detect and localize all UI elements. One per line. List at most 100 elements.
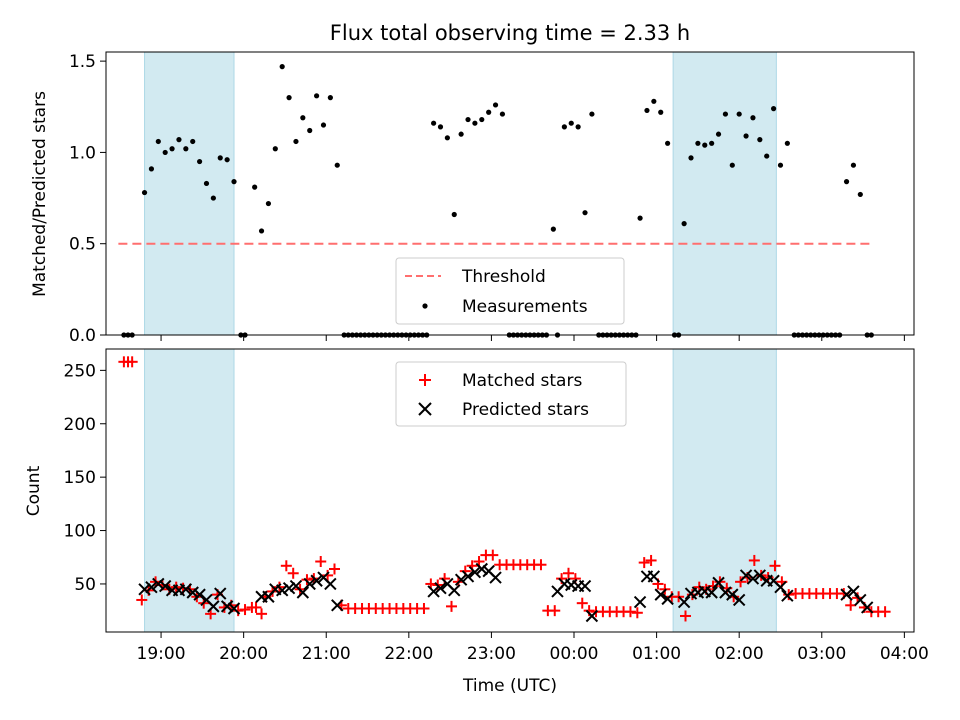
- top-axes-frame: [105, 51, 915, 336]
- measurement-point: [272, 146, 278, 152]
- legend-measurement-swatch: [422, 303, 428, 309]
- predicted-star-marker: [310, 574, 323, 587]
- top-x-ticks: [160, 335, 905, 341]
- marker-stroke: [774, 580, 787, 594]
- measurement-point: [148, 166, 155, 172]
- predicted-star-marker: [781, 589, 794, 602]
- measurement-point: [736, 111, 742, 117]
- marker-stroke: [461, 570, 475, 583]
- legend-measurements-label: Measurements: [462, 297, 588, 317]
- top-chart-title: Flux total observing time = 2.33 h: [330, 21, 690, 45]
- bottom-x-ticks: 19:00 20:00 21:00 22:00 23:00 00:00 01:00 02:00…: [137, 632, 929, 664]
- matched-star-marker: [315, 556, 327, 568]
- measurement-point: [486, 109, 492, 115]
- marker-stroke: [578, 579, 592, 593]
- y-tick-label: 250: [64, 361, 96, 381]
- marker-stroke: [468, 565, 482, 579]
- measurement-point: [729, 162, 735, 168]
- measurement-point: [479, 116, 485, 123]
- marker-stroke: [427, 585, 440, 598]
- marker-stroke: [441, 577, 454, 591]
- marker-stroke: [158, 579, 172, 593]
- measurement-point: [757, 137, 763, 143]
- predicted-star-marker: [324, 577, 337, 591]
- predicted-star-marker: [179, 583, 193, 596]
- measurement-point: [286, 95, 292, 101]
- matched-star-marker: [126, 356, 138, 368]
- measurement-point: [279, 64, 285, 70]
- bottom-panel: 50 100 150 200 250 19:00 20:00 21:00 22:00 23:00…: [24, 348, 929, 696]
- legend-matched-swatch: [419, 374, 431, 386]
- predicted-star-marker: [468, 565, 482, 579]
- predicted-star-marker: [661, 592, 674, 606]
- marker-stroke: [781, 589, 794, 602]
- predicted-star-marker: [753, 569, 767, 582]
- marker-stroke: [585, 609, 599, 623]
- marker-stroke: [719, 586, 732, 599]
- marker-stroke: [207, 600, 220, 613]
- x-tick-label: 22:00: [384, 644, 433, 664]
- matched-star-marker: [769, 560, 781, 572]
- marker-stroke: [767, 574, 780, 587]
- x-tick-label: 21:00: [302, 644, 351, 664]
- matched-star-marker: [322, 569, 334, 581]
- marker-stroke: [434, 582, 447, 595]
- matched-star-marker: [645, 554, 657, 566]
- marker-stroke: [220, 600, 234, 613]
- predicted-star-marker: [475, 562, 488, 576]
- predicted-star-marker: [138, 583, 151, 596]
- y-tick-label: 1.5: [69, 52, 96, 72]
- matched-star-marker: [879, 606, 891, 618]
- x-tick-label: 03:00: [797, 644, 846, 664]
- measurement-point: [293, 138, 299, 145]
- predicted-star-marker: [227, 602, 241, 615]
- top-panel: 0.0 0.5 1.0 1.5 Flux total observing time =…: [30, 21, 915, 346]
- marker-stroke: [227, 602, 241, 615]
- predicted-star-marker: [454, 573, 468, 586]
- measurement-point: [300, 115, 306, 121]
- marker-stroke: [661, 592, 674, 606]
- measurement-point: [770, 106, 777, 112]
- predicted-star-marker: [726, 588, 739, 601]
- bottom-y-axis-label: Count: [24, 465, 44, 516]
- predicted-star-marker: [647, 570, 661, 583]
- measurement-point: [568, 120, 574, 126]
- measurement-point: [472, 120, 478, 126]
- marker-stroke: [558, 577, 571, 591]
- x-tick-label: 00:00: [550, 644, 599, 664]
- measurement-point: [582, 210, 588, 216]
- predicted-star-marker: [158, 579, 172, 593]
- measurement-point: [320, 122, 327, 128]
- measurement-point: [431, 120, 437, 126]
- marker-stroke: [705, 586, 718, 599]
- x-tick-label: 20:00: [219, 644, 268, 664]
- measurement-point: [651, 98, 657, 104]
- predicted-star-marker: [633, 595, 647, 609]
- matched-star-marker: [232, 605, 244, 617]
- matched-star-marker: [301, 574, 313, 586]
- measurement-point: [681, 221, 687, 227]
- measurement-point: [784, 140, 790, 146]
- bottom-legend-box: [395, 361, 627, 427]
- y-tick-label: 0.0: [69, 326, 96, 346]
- marker-stroke: [145, 580, 158, 594]
- predicted-star-marker: [774, 580, 787, 594]
- marker-stroke: [317, 571, 330, 584]
- predicted-stars-points: [138, 562, 874, 623]
- bottom-shaded-intervals: [144, 348, 777, 633]
- matched-star-marker: [631, 607, 643, 619]
- measurement-point: [458, 131, 464, 137]
- marker-stroke: [138, 583, 151, 596]
- measurement-point: [252, 184, 258, 190]
- x-tick-label: 04:00: [880, 644, 929, 664]
- marker-stroke: [565, 578, 578, 592]
- bottom-legend: Matched stars Predicted stars: [395, 361, 627, 427]
- predicted-star-marker: [434, 582, 447, 595]
- marker-stroke: [633, 595, 647, 609]
- predicted-star-marker: [296, 586, 310, 599]
- predicted-star-marker: [282, 582, 296, 595]
- predicted-star-marker: [578, 579, 592, 593]
- legend-predicted-label: Predicted stars: [462, 400, 589, 420]
- x-tick-label: 23:00: [467, 644, 516, 664]
